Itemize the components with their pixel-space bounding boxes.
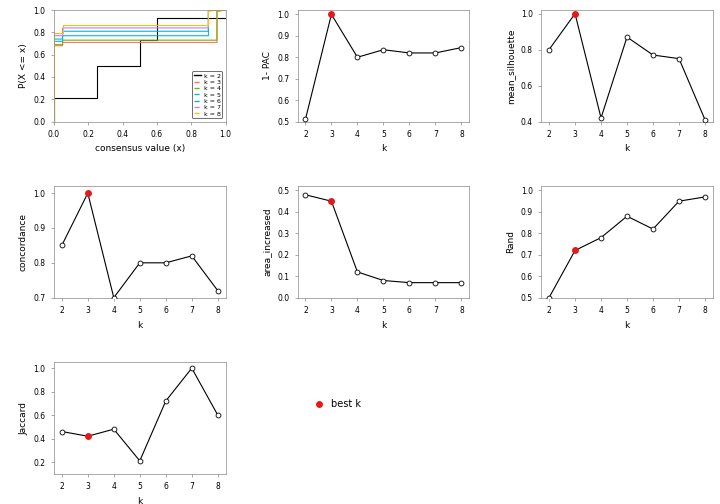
Y-axis label: area_increased: area_increased	[263, 208, 271, 276]
X-axis label: k: k	[624, 145, 630, 153]
X-axis label: k: k	[624, 321, 630, 330]
Legend: best k: best k	[311, 395, 364, 413]
Y-axis label: Jaccard: Jaccard	[19, 402, 28, 434]
Y-axis label: 1- PAC: 1- PAC	[263, 51, 271, 80]
Y-axis label: P(X <= x): P(X <= x)	[19, 43, 28, 88]
X-axis label: k: k	[137, 496, 143, 504]
X-axis label: k: k	[381, 145, 386, 153]
Y-axis label: concordance: concordance	[19, 213, 28, 271]
X-axis label: k: k	[137, 321, 143, 330]
Y-axis label: mean_silhouette: mean_silhouette	[506, 28, 516, 103]
X-axis label: consensus value (x): consensus value (x)	[94, 145, 185, 153]
X-axis label: k: k	[381, 321, 386, 330]
Legend: k = 2, k = 3, k = 4, k = 5, k = 6, k = 7, k = 8: k = 2, k = 3, k = 4, k = 5, k = 6, k = 7…	[192, 72, 222, 118]
Y-axis label: Rand: Rand	[506, 230, 516, 254]
